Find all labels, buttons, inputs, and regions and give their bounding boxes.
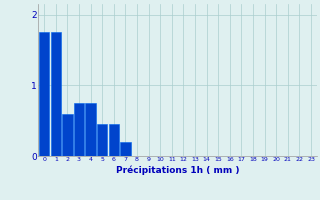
Bar xyxy=(108,124,119,156)
Bar xyxy=(120,142,131,156)
Bar xyxy=(74,103,84,156)
Bar xyxy=(62,114,73,156)
Bar xyxy=(97,124,108,156)
X-axis label: Précipitations 1h ( mm ): Précipitations 1h ( mm ) xyxy=(116,165,239,175)
Bar xyxy=(39,32,49,156)
Bar xyxy=(85,103,96,156)
Bar xyxy=(51,32,61,156)
